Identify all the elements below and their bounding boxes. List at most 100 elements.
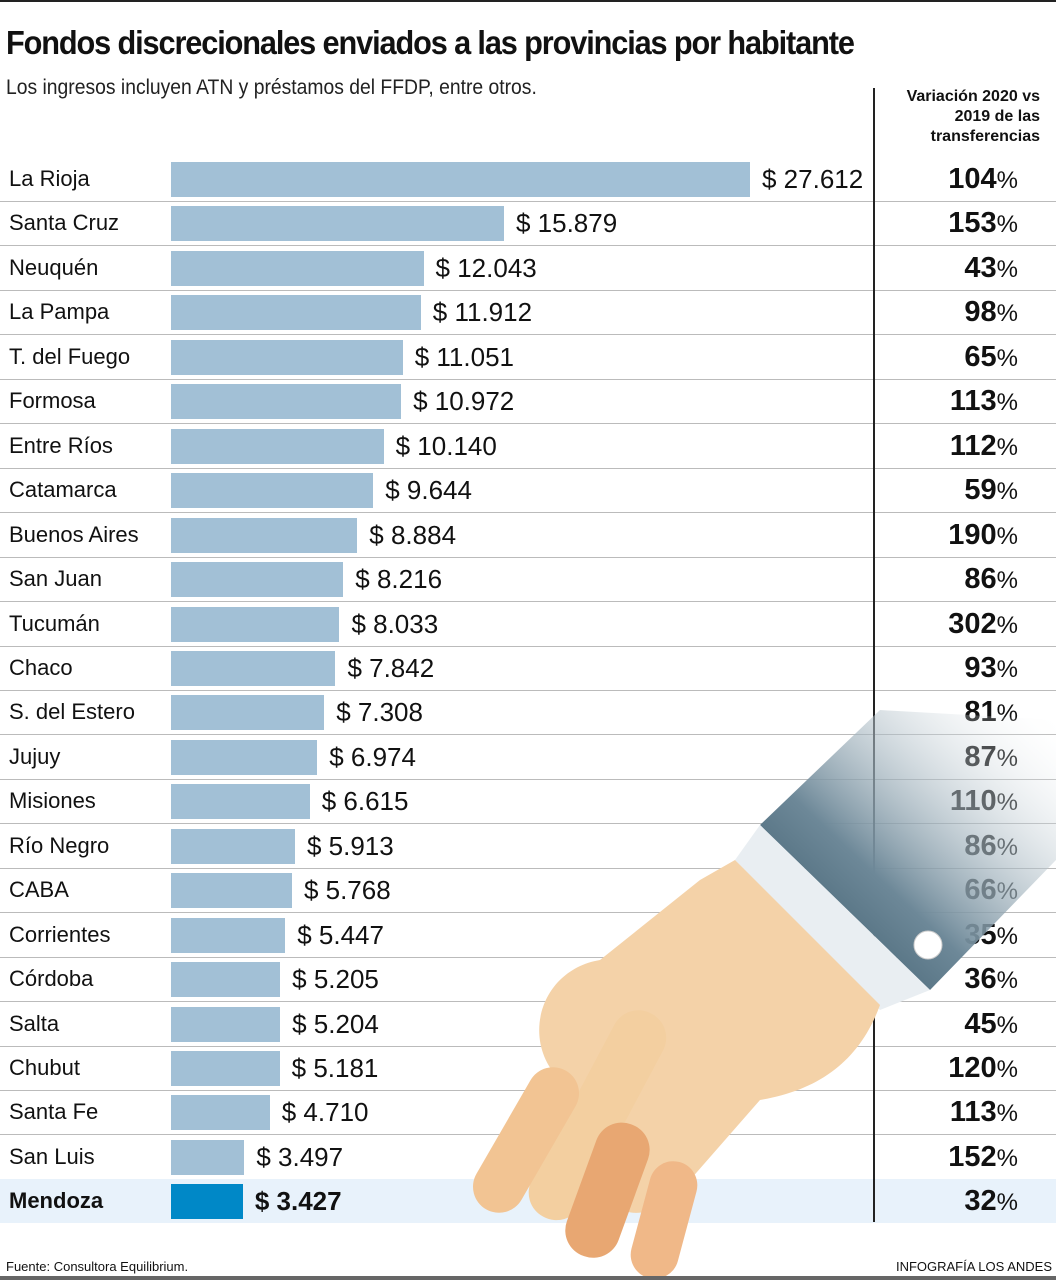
category-label: S. del Estero [9, 699, 135, 725]
category-label: Catamarca [9, 477, 117, 503]
variation-value: 45 [964, 1007, 997, 1040]
bar-row: Chubut $ 5.181 120% [0, 1046, 1056, 1091]
category-label: San Luis [9, 1143, 95, 1169]
variation-value: 32 [964, 1185, 997, 1218]
value-label: $ 11.912 [432, 297, 533, 328]
variation-label: 81% [964, 696, 1018, 729]
variation-value: 66 [964, 874, 997, 907]
bar-row: Jujuy $ 6.974 87% [0, 735, 1056, 780]
bar-row: Neuquén $ 12.043 43% [0, 246, 1056, 291]
bar [171, 562, 344, 598]
chart-title: Fondos discrecionales enviados a las pro… [6, 24, 855, 61]
value-label: $ 12.043 [435, 252, 537, 283]
bar [171, 517, 358, 553]
bar [171, 784, 310, 820]
bar [171, 1139, 245, 1175]
value-label: $ 11.051 [414, 341, 514, 372]
bar [171, 384, 402, 420]
variation-value: 302 [948, 607, 997, 640]
variation-value: 35 [964, 918, 997, 951]
value-label: $ 6.615 [321, 786, 409, 817]
category-label: Mendoza [9, 1188, 104, 1214]
variation-value: 81 [964, 696, 997, 729]
bar [171, 739, 318, 775]
bar [171, 206, 504, 242]
category-label: Santa Fe [9, 1099, 99, 1125]
bar [171, 473, 374, 509]
value-label: $ 27.612 [762, 164, 864, 194]
bar-row: Buenos Aires $ 8.884 190% [0, 513, 1056, 558]
variation-value: 36 [964, 963, 997, 996]
value-label: $ 8.884 [369, 519, 457, 550]
variation-value: 104 [948, 163, 997, 195]
variation-label: 35% [964, 918, 1018, 951]
variation-value: 86 [964, 829, 997, 862]
category-label: Chaco [9, 654, 73, 680]
bar-row: San Juan $ 8.216 86% [0, 557, 1056, 603]
bar-row: Tucumán $ 8.033 302% [0, 602, 1056, 647]
category-label: Salta [9, 1010, 60, 1036]
category-label: T. del Fuego [9, 343, 131, 369]
category-label: San Juan [9, 566, 102, 592]
bar [171, 873, 292, 909]
value-label: $ 7.842 [347, 652, 435, 683]
bar [171, 295, 421, 331]
value-label: $ 3.497 [256, 1141, 344, 1172]
bar [171, 650, 336, 686]
bar [171, 1095, 270, 1131]
variation-label: 152% [948, 1140, 1018, 1173]
value-label: $ 3.427 [254, 1186, 342, 1217]
category-label: Río Negro [9, 832, 110, 858]
value-label: $ 4.710 [281, 1097, 369, 1128]
category-label: Corrientes [9, 921, 111, 947]
column-divider [873, 88, 875, 1222]
bar-row: Córdoba $ 5.205 36% [0, 957, 1056, 1003]
category-label: Neuquén [9, 254, 99, 280]
bar [171, 917, 286, 953]
category-label: Tucumán [9, 610, 100, 636]
bar-row: La Rioja $ 27.612 104% [0, 157, 1056, 202]
variation-column-header: Variación 2020 vs 2019 de las transferen… [906, 88, 1040, 145]
variation-label: 86% [964, 563, 1018, 596]
variation-value: 86 [964, 563, 997, 596]
bottom-rule [0, 1276, 1056, 1280]
variation-value: 153 [948, 207, 997, 240]
bar-row: Misiones $ 6.615 110% [0, 779, 1056, 825]
value-label: $ 8.216 [355, 564, 443, 595]
value-label: $ 5.447 [297, 919, 384, 950]
bar [171, 1006, 281, 1042]
source-note: Fuente: Consultora Equilibrium. [6, 1259, 189, 1274]
category-label: Chubut [9, 1055, 80, 1080]
bar-row: Corrientes $ 5.447 35% [0, 913, 1056, 958]
bar-row: Río Negro $ 5.913 86% [0, 824, 1056, 869]
variation-label: 93% [964, 651, 1018, 684]
variation-label: 98% [964, 296, 1018, 329]
category-label: La Pampa [9, 299, 110, 325]
bar [171, 428, 384, 464]
variation-value: 152 [948, 1140, 997, 1173]
category-label: Misiones [9, 788, 96, 814]
bar-row: Santa Cruz $ 15.879 153% [0, 201, 1056, 247]
variation-label: 113% [949, 385, 1018, 418]
bar [171, 695, 325, 731]
variation-label: 120% [948, 1052, 1018, 1084]
category-label: Jujuy [9, 743, 61, 769]
variation-label: 302% [948, 607, 1018, 640]
category-label: Santa Cruz [9, 210, 120, 236]
bar-row: La Pampa $ 11.912 98% [0, 290, 1056, 336]
bar [171, 962, 281, 998]
value-label: $ 5.181 [291, 1053, 379, 1083]
top-rule [0, 0, 1056, 2]
value-label: $ 5.913 [306, 830, 394, 861]
value-label: $ 5.205 [292, 964, 379, 995]
variation-label: 104% [948, 163, 1018, 195]
bar-row: Santa Fe $ 4.710 113% [0, 1090, 1056, 1136]
variation-value: 113 [949, 1096, 997, 1129]
variation-value: 93 [964, 651, 997, 684]
value-label: $ 9.644 [385, 475, 472, 506]
bar-row: Mendoza $ 3.427 32% [0, 1179, 1056, 1224]
category-label: Córdoba [9, 966, 94, 992]
category-label: CABA [9, 877, 69, 903]
bar [171, 1051, 280, 1086]
variation-value: 87 [964, 740, 997, 773]
